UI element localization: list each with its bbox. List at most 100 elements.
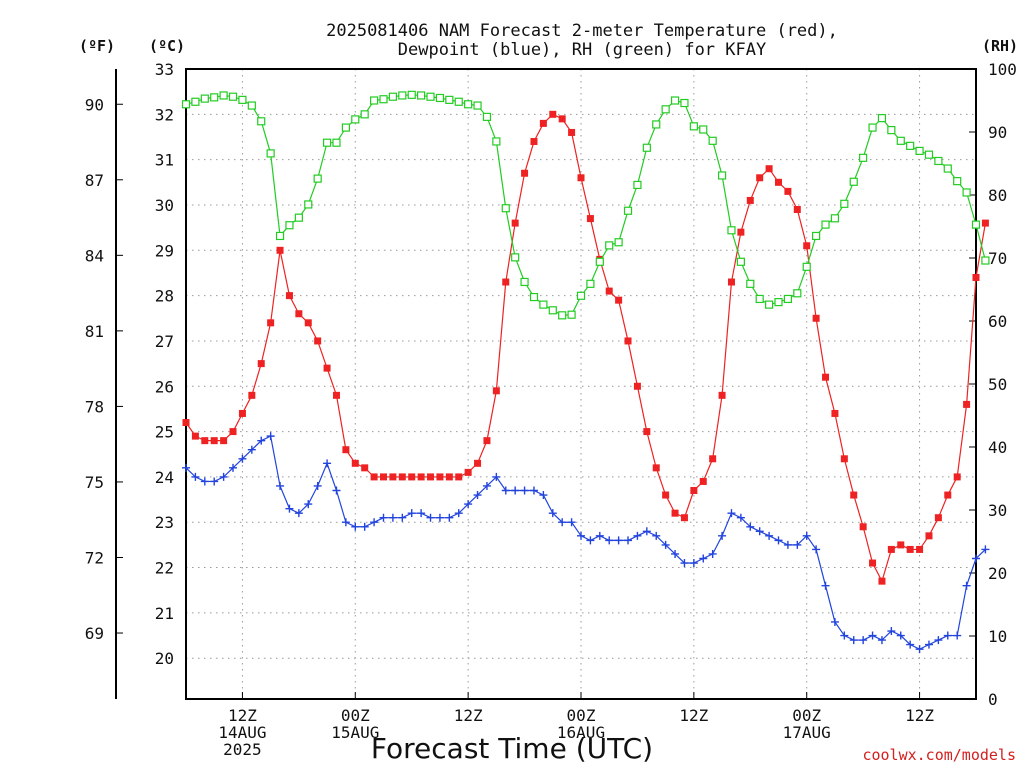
rh-point — [576, 291, 586, 300]
dewpoint-point — [793, 540, 802, 549]
dewpoint-point — [924, 640, 933, 649]
dewpoint-line — [185, 435, 986, 650]
dewpoint-point — [229, 463, 238, 472]
dewpoint-point — [285, 504, 294, 513]
rh-point — [934, 156, 943, 166]
temperature-point — [220, 437, 228, 445]
celsius-tick-label: 30 — [155, 196, 174, 215]
rh-point — [793, 289, 802, 298]
rh-point — [586, 279, 595, 288]
x-axis-title: Forecast Time (UTC) — [371, 732, 653, 765]
dewpoint-point — [746, 522, 755, 531]
x-tick-label: 12Z — [905, 706, 934, 725]
temperature-point — [803, 242, 811, 250]
dewpoint-point — [182, 463, 190, 472]
fahrenheit-tick-label: 75 — [85, 473, 104, 492]
temperature-point — [850, 491, 858, 499]
fahrenheit-tick-label: 90 — [85, 95, 104, 114]
rh-point — [605, 241, 614, 250]
temperature-point — [191, 432, 199, 440]
rh-point — [736, 257, 745, 266]
rh-point — [445, 95, 454, 104]
rh-point — [877, 114, 887, 123]
rh-point — [896, 136, 905, 145]
rh-point — [680, 98, 689, 108]
chart-title-line-2: Dewpoint (blue), RH (green) for KFAY — [398, 40, 766, 60]
rh-point — [341, 123, 350, 132]
dewpoint-point — [972, 554, 980, 563]
rh-point — [388, 92, 398, 101]
dewpoint-point — [595, 531, 604, 540]
celsius-tick-label: 26 — [155, 377, 174, 396]
dewpoint-point — [501, 486, 510, 495]
dewpoint-point — [558, 518, 567, 527]
temperature-series — [182, 110, 989, 585]
rh-tick-label: 10 — [988, 627, 1007, 646]
temperature-point — [624, 337, 632, 345]
dewpoint-point — [332, 486, 341, 495]
dewpoint-point — [341, 518, 350, 527]
dewpoint-point — [680, 559, 689, 568]
rh-point — [539, 300, 548, 309]
fahrenheit-tick-label: 78 — [85, 397, 104, 416]
rh-point — [812, 231, 821, 241]
temperature-point — [831, 409, 839, 417]
dewpoint-point — [529, 486, 538, 495]
rh-point — [520, 277, 529, 287]
rh-series — [181, 90, 990, 320]
x-tick-label: 00Z — [792, 706, 821, 725]
rh-point — [219, 91, 228, 100]
rh-point — [191, 97, 200, 106]
rh-tick-label: 60 — [988, 312, 1007, 331]
dewpoint-point — [586, 536, 595, 545]
temperature-point — [812, 314, 820, 322]
temperature-point — [370, 473, 378, 481]
x-tick-label: 17AUG — [783, 723, 831, 742]
dewpoint-point — [830, 617, 839, 626]
temperature-point — [558, 115, 566, 123]
dewpoint-point — [614, 536, 623, 545]
temperature-point — [963, 400, 971, 408]
temperature-point — [793, 206, 801, 214]
fahrenheit-tick-label: 81 — [85, 322, 104, 341]
dewpoint-point — [962, 581, 971, 590]
dewpoint-point — [887, 627, 896, 636]
dewpoint-point — [473, 491, 482, 500]
celsius-tick-label: 29 — [155, 241, 174, 260]
temperature-line — [185, 113, 986, 583]
celsius-tick-label: 20 — [155, 649, 174, 668]
rh-point — [379, 95, 388, 104]
dewpoint-point — [896, 631, 905, 640]
temperature-point — [474, 459, 482, 467]
rh-tick-label: 50 — [988, 375, 1007, 394]
celsius-tick-label: 27 — [155, 332, 174, 351]
x-tick-label: 00Z — [567, 706, 596, 725]
dewpoint-point — [633, 531, 642, 540]
dewpoint-point — [802, 531, 811, 540]
temperature-point — [276, 246, 284, 254]
rh-point — [906, 141, 915, 150]
x-tick-label: 14AUG — [218, 723, 266, 742]
dewpoint-point — [548, 509, 557, 518]
rh-point — [360, 110, 369, 119]
temperature-point — [464, 468, 472, 476]
celsius-tick-label: 22 — [155, 559, 174, 578]
rh-point — [661, 105, 670, 114]
temperature-point — [361, 464, 369, 472]
dewpoint-point — [520, 486, 529, 495]
rh-point — [840, 199, 849, 208]
rh-point — [210, 93, 219, 102]
rh-point — [294, 213, 303, 222]
dewpoint-point — [877, 636, 886, 645]
celsius-tick-label: 24 — [155, 468, 174, 487]
x-tick-label: 00Z — [341, 706, 370, 725]
dewpoint-point — [840, 631, 849, 640]
celsius-tick-label: 28 — [155, 287, 174, 306]
rh-point — [953, 177, 962, 186]
credit-text: coolwx.com/models — [862, 746, 1016, 764]
dewpoint-point — [605, 536, 614, 545]
temperature-point — [737, 228, 745, 236]
rh-point — [228, 92, 238, 101]
temperature-point — [906, 545, 914, 553]
dewpoint-point — [906, 640, 915, 649]
